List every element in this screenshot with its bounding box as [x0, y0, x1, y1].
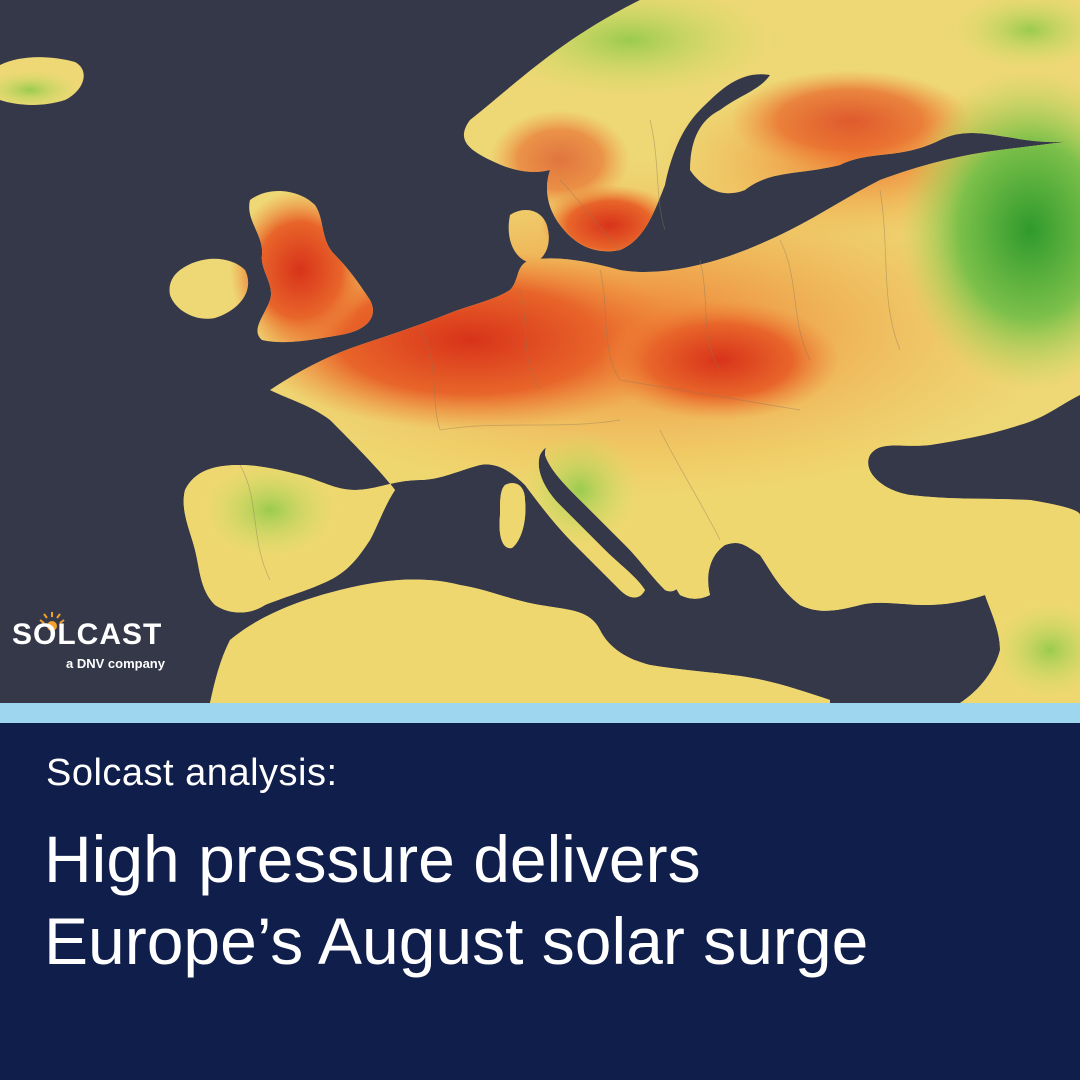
map-graphic — [0, 0, 1080, 703]
logo-tagline: a DNV company — [66, 656, 165, 671]
country-borders — [239, 119, 901, 581]
europe-solar-map — [0, 0, 1080, 703]
caption-kicker: Solcast analysis: — [46, 752, 338, 794]
sun-icon — [39, 612, 65, 631]
solcast-logo: SOLCAST a DNV company — [10, 612, 180, 676]
headline-line-2: Europe’s August solar surge — [44, 904, 869, 978]
logo-wordmark: SOLCAST — [12, 618, 163, 651]
headline-line-1: High pressure delivers — [44, 822, 701, 896]
land-fill — [0, 0, 1080, 703]
caption-panel — [0, 723, 1080, 1080]
caption-headline: High pressure delivers Europe’s August s… — [44, 818, 868, 982]
accent-stripe — [0, 703, 1080, 723]
